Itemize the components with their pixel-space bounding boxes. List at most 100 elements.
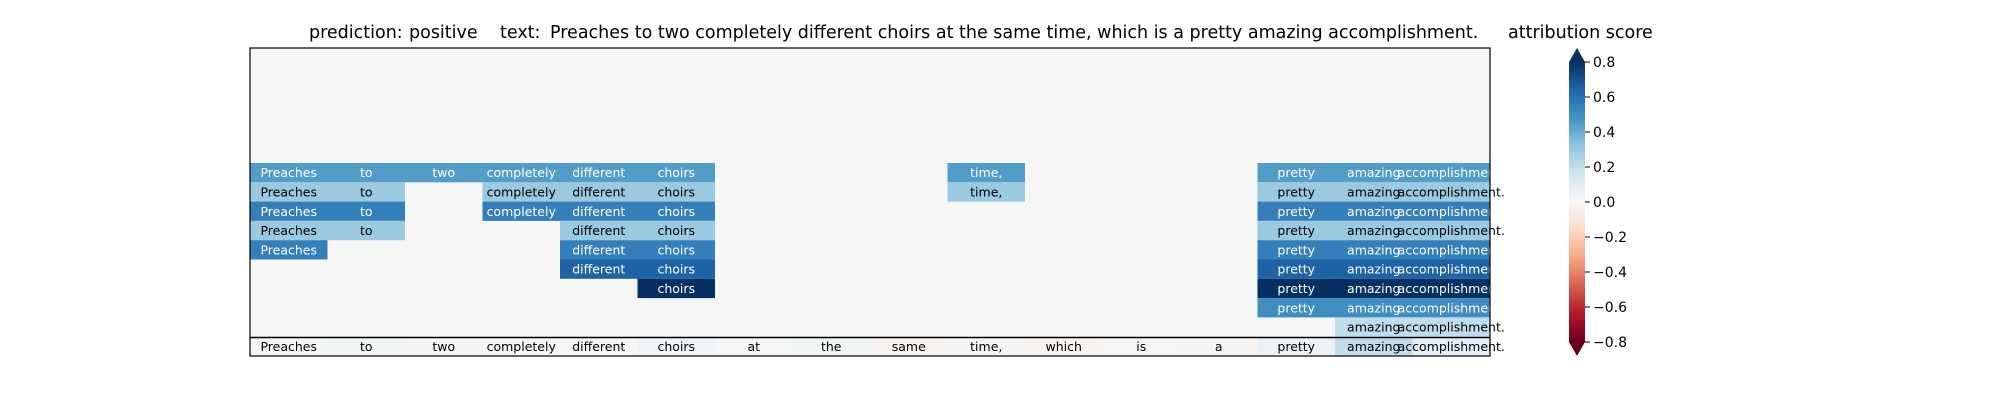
heatmap-cell [637, 220, 715, 241]
token-label: different [572, 242, 625, 257]
heatmap-cell [560, 240, 638, 260]
token-label: accomplishment. [1398, 184, 1505, 199]
heatmap-cell [947, 182, 1025, 202]
heatmap-cell [1335, 182, 1413, 202]
heatmap-cell [560, 182, 638, 202]
colorbar-tick-label: −0.4 [1593, 265, 1627, 281]
heatmap-cell [327, 336, 405, 356]
heatmap-cell [560, 336, 638, 356]
heatmap-cell [1335, 278, 1413, 299]
heatmap-cell [1335, 298, 1413, 318]
heatmap-cell [870, 336, 948, 356]
heatmap-cell [1335, 317, 1413, 337]
colorbar-tick-label: −0.6 [1593, 300, 1627, 316]
token-label: pretty [1277, 165, 1315, 180]
token-label: Preaches [260, 165, 317, 180]
heatmap-cell [250, 182, 328, 202]
token-label: at [747, 339, 760, 354]
token-label: pretty [1277, 242, 1315, 257]
token-label: completely [487, 339, 557, 354]
heatmap-cell [1257, 240, 1335, 260]
colorbar-tick-label: 0.2 [1593, 160, 1615, 176]
token-label: choirs [657, 281, 695, 296]
token-label: different [572, 165, 625, 180]
token-label: pretty [1277, 339, 1315, 354]
token-label: accomplishment. [1398, 165, 1505, 180]
heatmap-cell [1335, 201, 1413, 221]
token-label: different [572, 339, 625, 354]
heatmap-cell [560, 163, 638, 183]
heatmap-cell [327, 182, 405, 202]
heatmap-cell [1025, 336, 1103, 356]
heatmap-cell [250, 240, 328, 260]
token-label: amazing [1347, 242, 1400, 257]
token-label: completely [487, 165, 557, 180]
heatmap-cell [482, 163, 560, 183]
heatmap-cell [327, 220, 405, 241]
heatmap-cell [327, 163, 405, 183]
token-label: amazing [1347, 204, 1400, 219]
heatmap-cell [1412, 278, 1490, 299]
colorbar-title: attribution score [1508, 23, 1653, 43]
token-label: two [432, 165, 455, 180]
token-label: amazing [1347, 320, 1400, 335]
token-label: completely [487, 204, 557, 219]
heatmap-cell [1412, 163, 1490, 183]
colorbar-extend-top [1569, 48, 1585, 62]
heatmap-cell [1335, 336, 1413, 356]
token-label: accomplishment. [1398, 320, 1505, 335]
heatmap-cell [637, 259, 715, 279]
heatmap-cell [1257, 259, 1335, 279]
token-label: pretty [1277, 300, 1315, 315]
heatmap-cell [1102, 336, 1180, 356]
heatmap-cell [1335, 163, 1413, 183]
heatmap-cell [1257, 182, 1335, 202]
heatmap-cell [482, 336, 560, 356]
heatmap-cell [1412, 201, 1490, 221]
heatmap-cell [1257, 163, 1335, 183]
heatmap-cell [637, 336, 715, 356]
colorbar-scale [1569, 62, 1585, 342]
token-label: Preaches [260, 204, 317, 219]
token-label: choirs [657, 184, 695, 199]
heatmap-cell [1412, 317, 1490, 337]
token-label: pretty [1277, 281, 1315, 296]
token-label: accomplishment. [1398, 242, 1505, 257]
token-label: Preaches [260, 223, 317, 238]
token-label: pretty [1277, 262, 1315, 277]
token-label: accomplishment. [1398, 204, 1505, 219]
input-text: Preaches to two completely different cho… [550, 23, 1479, 43]
token-label: amazing [1347, 262, 1400, 277]
token-label: to [360, 204, 373, 219]
heatmap-cell [1257, 201, 1335, 221]
heatmap-cell [250, 336, 328, 356]
token-label: different [572, 262, 625, 277]
heatmap-cell [1180, 336, 1258, 356]
token-label: pretty [1277, 223, 1315, 238]
token-label: different [572, 184, 625, 199]
heatmap-cell [1412, 259, 1490, 279]
token-label: pretty [1277, 204, 1315, 219]
colorbar: 0.8 0.6 0.4 0.2 0.0 −0.2 −0.4 −0.6 −0.8 [1569, 48, 1627, 356]
heatmap-cell [637, 240, 715, 260]
prediction-value: positive [409, 23, 478, 43]
heatmap-cell [637, 201, 715, 221]
heatmap-cell [637, 163, 715, 183]
colorbar-tick-label: 0.0 [1593, 195, 1615, 211]
token-label: amazing [1347, 300, 1400, 315]
heatmap-cell [560, 259, 638, 279]
token-label: to [360, 339, 373, 354]
token-label: different [572, 223, 625, 238]
token-label: accomplishment. [1398, 339, 1505, 354]
colorbar-tick-label: −0.8 [1593, 335, 1627, 351]
token-label: accomplishment. [1398, 262, 1505, 277]
heatmap-cell [1257, 298, 1335, 318]
text-label: text: [500, 23, 541, 43]
token-label: choirs [657, 339, 695, 354]
heatmap-cell [637, 278, 715, 299]
token-label: two [432, 339, 455, 354]
token-label: amazing [1347, 165, 1400, 180]
token-label: amazing [1347, 281, 1400, 296]
token-label: choirs [657, 262, 695, 277]
heatmap-frame [249, 47, 1491, 357]
